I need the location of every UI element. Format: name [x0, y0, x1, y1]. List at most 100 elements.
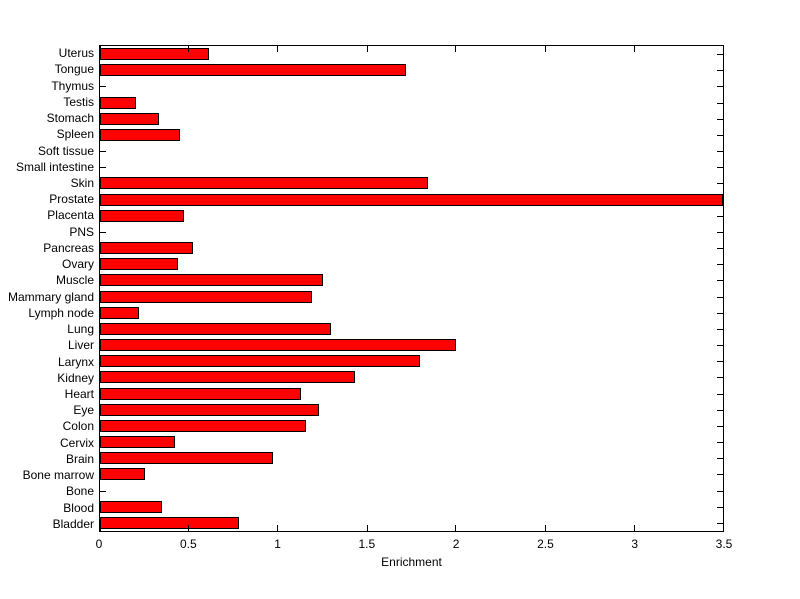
y-tick-right-bone — [717, 490, 723, 492]
y-label-ovary: Ovary — [61, 257, 94, 272]
x-tick-top-2.5 — [544, 46, 546, 52]
y-tick-left-soft-tissue — [100, 151, 106, 153]
x-tick-top-3.5 — [722, 46, 724, 52]
row-spleen — [100, 127, 723, 143]
x-tick-label-0: 0 — [95, 537, 103, 551]
row-testis — [100, 95, 723, 111]
row-bladder — [100, 515, 723, 531]
y-label-muscle: Muscle — [55, 273, 94, 288]
y-label-pns: PNS — [69, 224, 94, 239]
row-ovary — [100, 256, 723, 272]
y-label-lymph-node: Lymph node — [28, 305, 94, 320]
y-label-bone-marrow: Bone marrow — [22, 468, 94, 483]
bar-muscle — [100, 274, 323, 287]
y-label-skin: Skin — [70, 175, 94, 190]
bar-stomach — [100, 112, 159, 125]
x-tick-top-1.5 — [366, 46, 368, 52]
row-colon — [100, 418, 723, 434]
x-tick-bottom-3 — [633, 525, 635, 531]
y-axis-labels: Uterus Tongue Thymus Testis Stomach Spleen Sof… — [0, 45, 94, 532]
x-axis-tick-labels: 0 0.5 1 1.5 2 2.5 3 3.5 — [95, 537, 733, 552]
row-thymus — [100, 78, 723, 94]
bar-lung — [100, 322, 332, 335]
plot-area — [99, 45, 724, 532]
x-axis-title: Enrichment — [381, 555, 442, 569]
y-label-eye: Eye — [73, 403, 94, 418]
row-small-intestine — [100, 159, 723, 175]
row-prostate — [100, 192, 723, 208]
y-tick-right-testis — [717, 102, 723, 104]
y-label-lung: Lung — [67, 322, 94, 337]
y-label-testis: Testis — [63, 94, 94, 109]
bar-cervix — [100, 436, 175, 449]
y-label-small-intestine: Small intestine — [15, 159, 94, 174]
row-blood — [100, 499, 723, 515]
bar-mammary-gland — [100, 290, 312, 303]
bar-ovary — [100, 258, 179, 271]
y-label-spleen: Spleen — [56, 127, 94, 142]
row-bone — [100, 483, 723, 499]
bar-brain — [100, 452, 273, 465]
y-tick-right-kidney — [717, 377, 723, 379]
y-label-blood: Blood — [63, 500, 94, 515]
y-label-stomach: Stomach — [46, 111, 94, 126]
y-tick-right-lung — [717, 328, 723, 330]
y-tick-left-pns — [100, 231, 106, 233]
row-muscle — [100, 272, 723, 288]
bar-uterus — [100, 48, 209, 61]
y-label-liver: Liver — [67, 338, 94, 353]
y-label-colon: Colon — [62, 419, 94, 434]
x-tick-label-1.5: 1.5 — [358, 537, 376, 551]
x-tick-bottom-1 — [277, 525, 279, 531]
y-tick-left-thymus — [100, 86, 106, 88]
row-eye — [100, 402, 723, 418]
y-label-thymus: Thymus — [51, 78, 94, 93]
row-lymph-node — [100, 305, 723, 321]
bar-lymph-node — [100, 306, 140, 319]
row-pns — [100, 224, 723, 240]
y-label-pancreas: Pancreas — [43, 240, 94, 255]
x-tick-bottom-0 — [99, 525, 101, 531]
row-stomach — [100, 111, 723, 127]
y-label-cervix: Cervix — [59, 435, 94, 450]
y-tick-right-soft-tissue — [717, 151, 723, 153]
y-tick-left-small-intestine — [100, 167, 106, 169]
y-tick-right-cervix — [717, 442, 723, 444]
row-lung — [100, 321, 723, 337]
row-heart — [100, 386, 723, 402]
bar-bone-marrow — [100, 468, 145, 481]
y-tick-right-ovary — [717, 264, 723, 266]
y-label-soft-tissue: Soft tissue — [37, 143, 94, 158]
bar-liver — [100, 339, 456, 352]
bar-kidney — [100, 371, 355, 384]
y-tick-right-stomach — [717, 118, 723, 120]
y-tick-right-muscle — [717, 280, 723, 282]
y-tick-right-larynx — [717, 361, 723, 363]
row-pancreas — [100, 240, 723, 256]
y-tick-right-colon — [717, 425, 723, 427]
y-label-placenta: Placenta — [47, 208, 94, 223]
bar-eye — [100, 403, 319, 416]
y-label-prostate: Prostate — [49, 192, 94, 207]
row-placenta — [100, 208, 723, 224]
y-tick-right-skin — [717, 183, 723, 185]
y-label-mammary-gland: Mammary gland — [7, 289, 94, 304]
row-larynx — [100, 353, 723, 369]
x-tick-label-3: 3 — [631, 537, 639, 551]
y-tick-right-bladder — [717, 522, 723, 524]
y-tick-right-thymus — [717, 86, 723, 88]
bar-pancreas — [100, 242, 193, 255]
y-tick-right-mammary-gland — [717, 296, 723, 298]
x-tick-top-0.5 — [188, 46, 190, 52]
row-uterus — [100, 46, 723, 62]
y-tick-right-uterus — [717, 54, 723, 56]
row-mammary-gland — [100, 289, 723, 305]
x-tick-bottom-0.5 — [188, 525, 190, 531]
bar-skin — [100, 177, 428, 190]
y-tick-left-bone — [100, 490, 106, 492]
y-tick-right-brain — [717, 458, 723, 460]
bar-heart — [100, 387, 302, 400]
x-tick-bottom-2 — [455, 525, 457, 531]
bar-spleen — [100, 128, 181, 141]
